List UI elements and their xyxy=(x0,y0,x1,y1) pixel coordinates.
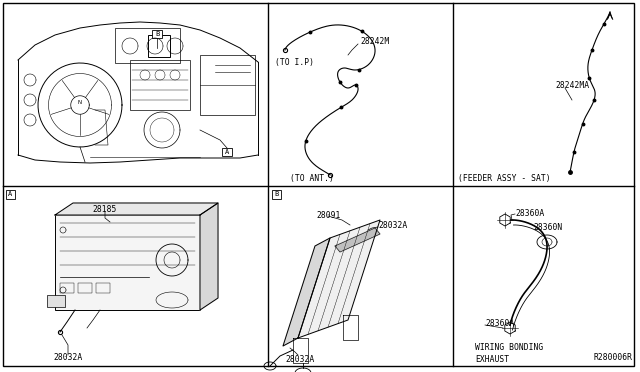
Bar xyxy=(115,28,180,63)
Text: 28242MA: 28242MA xyxy=(555,80,589,90)
Text: 28091: 28091 xyxy=(316,211,340,219)
Bar xyxy=(152,30,162,38)
Bar xyxy=(148,35,170,57)
Text: 28360A: 28360A xyxy=(515,208,544,218)
Text: B: B xyxy=(275,192,278,198)
Bar xyxy=(78,283,92,293)
Text: B: B xyxy=(155,31,159,37)
Bar xyxy=(222,148,232,156)
Text: N: N xyxy=(78,100,82,106)
Bar xyxy=(47,295,65,307)
Text: (TO ANT.): (TO ANT.) xyxy=(290,173,334,183)
Text: WIRING BONDING: WIRING BONDING xyxy=(475,343,543,352)
Text: R280006R: R280006R xyxy=(593,353,632,362)
Polygon shape xyxy=(298,220,380,338)
Text: 28360N: 28360N xyxy=(533,222,563,231)
Text: 28032A: 28032A xyxy=(378,221,407,230)
Text: A: A xyxy=(8,192,13,198)
Polygon shape xyxy=(335,228,380,252)
Text: A: A xyxy=(225,149,229,155)
Bar xyxy=(60,283,74,293)
Text: 28242M: 28242M xyxy=(360,38,389,46)
Bar xyxy=(130,60,190,110)
Bar xyxy=(96,283,110,293)
Text: (FEEDER ASSY - SAT): (FEEDER ASSY - SAT) xyxy=(458,173,550,183)
Text: 28032A: 28032A xyxy=(285,356,314,365)
Bar xyxy=(272,190,281,199)
Text: 28185: 28185 xyxy=(93,205,117,215)
Bar xyxy=(200,55,255,115)
Text: 28032A: 28032A xyxy=(53,353,83,362)
Bar xyxy=(55,215,200,310)
Text: EXHAUST: EXHAUST xyxy=(475,355,509,364)
Text: (TO I.P): (TO I.P) xyxy=(275,58,314,67)
Polygon shape xyxy=(200,203,218,310)
Text: 28360A: 28360A xyxy=(485,318,515,327)
Polygon shape xyxy=(55,203,218,215)
Bar xyxy=(6,190,15,199)
Polygon shape xyxy=(283,238,330,346)
